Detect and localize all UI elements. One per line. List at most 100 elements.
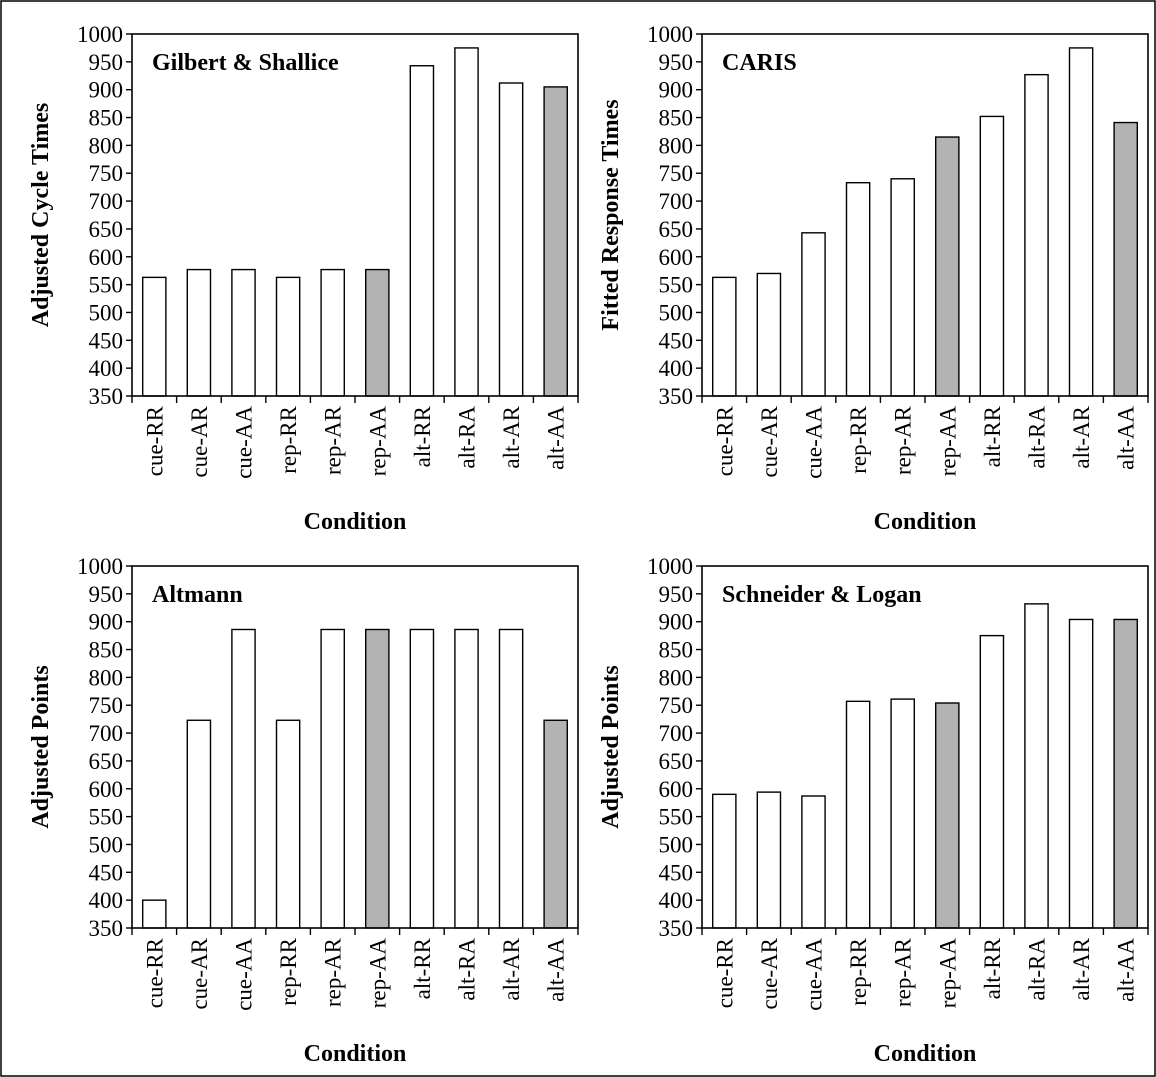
bar-rep-AR <box>320 628 345 929</box>
bar-alt-RR <box>409 628 435 929</box>
bar-rep-AA <box>935 702 960 929</box>
y-tick-label: 500 <box>659 300 694 325</box>
x-tick-label: alt-AR <box>1069 937 1094 1000</box>
y-tick-label: 500 <box>89 832 124 857</box>
panel-title: Schneider & Logan <box>722 582 922 608</box>
y-tick-label: 700 <box>659 721 694 746</box>
y-tick-label: 600 <box>659 245 694 270</box>
x-tick-label: rep-AA <box>365 938 390 1009</box>
y-tick-label: 550 <box>89 273 124 298</box>
y-tick-label: 700 <box>89 189 124 214</box>
y-tick-label: 900 <box>659 78 694 103</box>
x-tick-label: rep-AA <box>365 406 390 477</box>
x-tick-label: rep-AR <box>321 405 346 475</box>
y-tick-label: 950 <box>659 50 694 75</box>
y-tick-label: 950 <box>89 50 124 75</box>
x-tick-label: cue-RR <box>142 937 167 1008</box>
y-axis-title: Adjusted Cycle Times <box>28 103 54 327</box>
bar-alt-AR <box>1068 47 1094 397</box>
y-tick-label: 600 <box>659 777 694 802</box>
y-tick-label: 650 <box>89 217 124 242</box>
y-tick-label: 1000 <box>77 22 123 47</box>
x-tick-label: cue-AR <box>187 405 212 477</box>
bar-alt-RA <box>1024 603 1049 929</box>
y-axis-title: Adjusted Points <box>28 665 54 828</box>
x-tick-label: alt-RA <box>455 406 480 469</box>
bar-alt-RR <box>979 634 1005 929</box>
x-tick-label: alt-AA <box>544 938 569 1002</box>
y-tick-label: 850 <box>659 638 694 663</box>
x-tick-label: rep-RR <box>276 405 301 473</box>
x-tick-label: alt-AA <box>544 406 569 470</box>
y-tick-label: 450 <box>659 328 694 353</box>
y-tick-label: 650 <box>659 749 694 774</box>
y-tick-label: 550 <box>659 805 694 830</box>
y-tick-label: 800 <box>659 133 694 158</box>
x-tick-label: alt-RA <box>455 938 480 1001</box>
y-tick-label: 350 <box>89 384 124 409</box>
bar-cue-AA <box>801 232 826 397</box>
bar-rep-RR <box>275 719 301 929</box>
y-tick-label: 1000 <box>647 554 693 579</box>
y-axis-title: Fitted Response Times <box>598 99 624 330</box>
bar-cue-RR <box>141 276 167 397</box>
x-tick-label: rep-AR <box>891 937 916 1007</box>
bar-cue-AA <box>231 268 256 397</box>
bar-alt-AA <box>543 86 568 397</box>
bar-cue-AR <box>756 791 782 929</box>
x-tick-label: rep-RR <box>846 937 871 1005</box>
x-tick-label: alt-RA <box>1025 406 1050 469</box>
bar-rep-AA <box>365 268 390 397</box>
y-tick-label: 850 <box>89 106 124 131</box>
bar-rep-AR <box>890 698 915 929</box>
x-tick-label: cue-RR <box>142 405 167 476</box>
x-tick-label: alt-AR <box>499 405 524 468</box>
bar-rep-RR <box>845 181 871 397</box>
y-tick-label: 750 <box>89 161 124 186</box>
bar-cue-AA <box>231 628 256 929</box>
x-tick-label: alt-AR <box>499 937 524 1000</box>
y-tick-label: 400 <box>659 888 694 913</box>
bar-rep-AA <box>365 628 390 929</box>
bar-rep-AR <box>890 178 915 397</box>
x-tick-label: cue-AA <box>232 406 257 479</box>
x-tick-label: alt-RR <box>980 937 1005 999</box>
y-tick-label: 800 <box>89 665 124 690</box>
y-tick-label: 400 <box>659 356 694 381</box>
y-tick-label: 500 <box>89 300 124 325</box>
y-tick-label: 1000 <box>647 22 693 47</box>
x-tick-label: cue-AR <box>757 937 782 1009</box>
panel-title: Gilbert & Shallice <box>152 50 339 76</box>
y-tick-label: 400 <box>89 356 124 381</box>
bar-cue-AR <box>756 272 782 397</box>
y-tick-label: 600 <box>89 245 124 270</box>
y-tick-label: 950 <box>659 582 694 607</box>
bar-cue-AR <box>186 268 212 397</box>
y-tick-label: 800 <box>659 665 694 690</box>
x-tick-label: cue-AR <box>757 405 782 477</box>
x-axis-title: Condition <box>304 1041 407 1067</box>
bar-rep-AA <box>935 136 960 397</box>
bar-alt-AA <box>1113 618 1138 929</box>
bar-alt-RA <box>454 47 479 397</box>
x-tick-label: alt-AA <box>1114 406 1139 470</box>
x-tick-label: cue-AA <box>232 938 257 1011</box>
y-tick-label: 1000 <box>77 554 123 579</box>
panel-title: Altmann <box>152 582 243 608</box>
bar-alt-RR <box>979 115 1005 397</box>
y-tick-label: 650 <box>89 749 124 774</box>
bar-alt-AA <box>1113 121 1138 397</box>
x-tick-label: cue-RR <box>712 937 737 1008</box>
x-tick-label: rep-AA <box>935 406 960 477</box>
y-tick-label: 850 <box>659 106 694 131</box>
y-tick-label: 900 <box>89 78 124 103</box>
x-tick-label: rep-AR <box>321 937 346 1007</box>
bar-cue-RR <box>712 276 737 397</box>
x-tick-label: rep-RR <box>846 405 871 473</box>
y-tick-label: 600 <box>89 777 124 802</box>
x-tick-label: rep-RR <box>276 937 301 1005</box>
